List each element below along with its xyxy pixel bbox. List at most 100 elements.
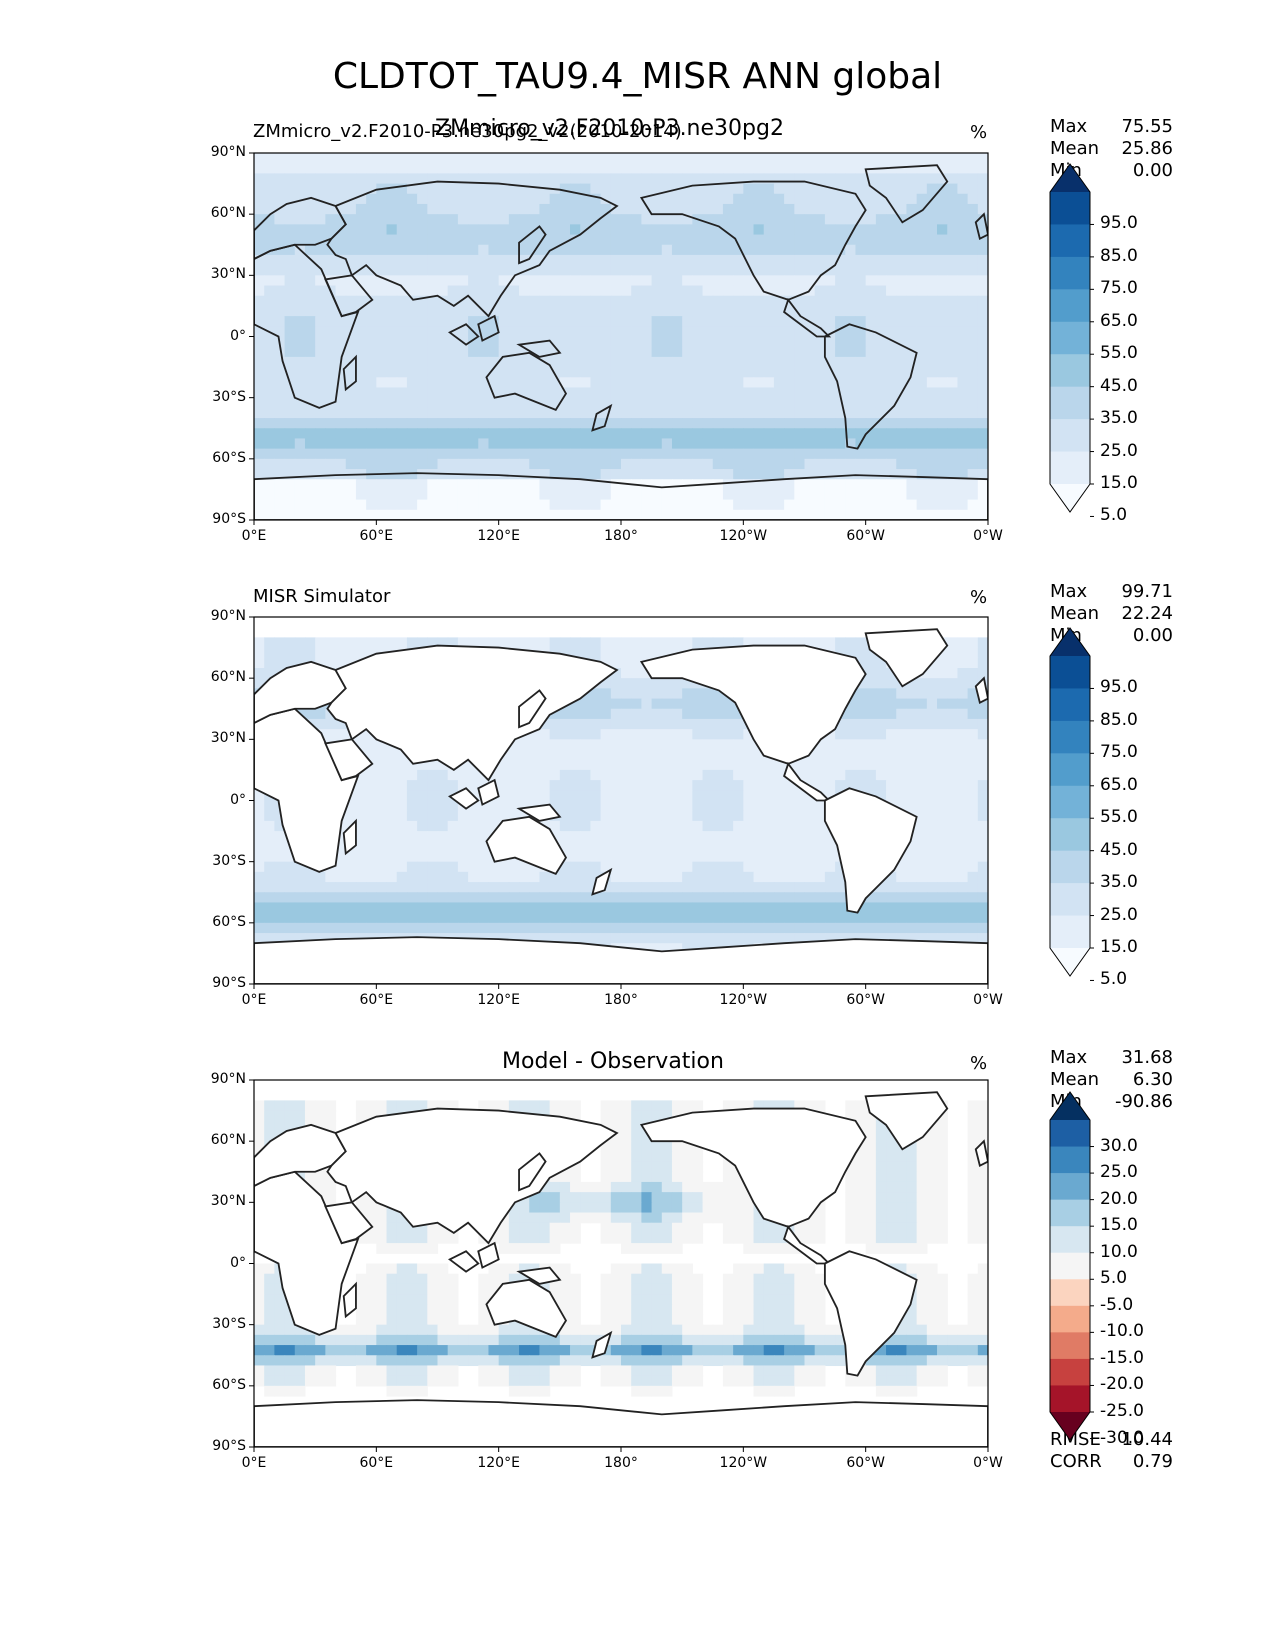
field-cell bbox=[753, 153, 765, 164]
field-cell bbox=[947, 163, 959, 174]
field-cell bbox=[437, 316, 449, 327]
field-cell bbox=[661, 841, 673, 853]
field-cell bbox=[254, 316, 265, 327]
field-cell bbox=[559, 193, 571, 205]
field-cell bbox=[835, 356, 846, 368]
field-cell bbox=[743, 448, 755, 460]
field-cell bbox=[457, 912, 469, 924]
field-cell bbox=[427, 851, 439, 863]
field-cell bbox=[835, 902, 846, 914]
field-cell bbox=[274, 912, 286, 924]
field-cell bbox=[366, 305, 377, 317]
field-cell bbox=[549, 407, 561, 419]
field-cell bbox=[722, 718, 734, 730]
field-cell bbox=[600, 295, 612, 307]
field-cell bbox=[366, 882, 377, 893]
field-cell bbox=[335, 729, 347, 740]
field-cell bbox=[794, 448, 806, 460]
field-cell bbox=[661, 820, 673, 832]
field-cell bbox=[855, 377, 867, 389]
field-cell bbox=[559, 637, 571, 649]
field-cell bbox=[886, 912, 897, 924]
field-cell bbox=[508, 902, 520, 914]
field-cell bbox=[651, 305, 663, 317]
field-cell bbox=[824, 499, 836, 511]
field-cell bbox=[865, 698, 877, 710]
field-cell bbox=[335, 214, 347, 225]
field-cell bbox=[478, 367, 490, 378]
field-cell bbox=[366, 871, 377, 883]
field-cell bbox=[671, 173, 683, 185]
field-cell bbox=[671, 418, 683, 429]
field-cell bbox=[926, 933, 938, 944]
field-cell bbox=[366, 902, 377, 914]
field-cell bbox=[896, 749, 908, 761]
field-cell bbox=[835, 749, 846, 761]
field-cell bbox=[977, 234, 988, 246]
field-cell bbox=[896, 708, 908, 720]
field-cell bbox=[794, 851, 806, 863]
field-cell bbox=[926, 214, 938, 225]
field-cell bbox=[784, 244, 795, 256]
field-cell bbox=[682, 882, 693, 893]
field-cell bbox=[702, 882, 714, 893]
field-cell bbox=[733, 902, 744, 914]
field-cell bbox=[824, 933, 836, 944]
colorbar-segment bbox=[1050, 289, 1090, 323]
field-cell bbox=[529, 214, 541, 225]
field-cell bbox=[284, 647, 296, 659]
field-cell bbox=[457, 902, 469, 914]
field-cell bbox=[447, 479, 459, 491]
field-cell bbox=[427, 882, 439, 893]
field-cell bbox=[845, 708, 857, 720]
field-cell bbox=[804, 820, 816, 832]
field-cell bbox=[977, 861, 988, 873]
field-cell bbox=[865, 489, 877, 501]
field-cell bbox=[457, 316, 469, 327]
field-cell bbox=[590, 871, 602, 883]
field-cell bbox=[957, 831, 969, 842]
field-cell bbox=[712, 224, 724, 236]
field-cell bbox=[488, 448, 500, 460]
field-cell bbox=[651, 326, 663, 338]
field-cell bbox=[743, 851, 755, 863]
field-cell bbox=[417, 153, 428, 164]
field-cell bbox=[926, 831, 938, 842]
field-cell bbox=[600, 438, 612, 450]
field-cell bbox=[651, 820, 663, 832]
field-cell bbox=[692, 387, 704, 399]
field-cell bbox=[794, 173, 806, 185]
field-cell bbox=[957, 428, 969, 440]
field-cell bbox=[468, 377, 479, 389]
field-cell bbox=[386, 759, 398, 771]
field-cell bbox=[488, 275, 500, 287]
field-cell bbox=[427, 275, 439, 287]
field-cell bbox=[386, 214, 398, 225]
field-cell bbox=[570, 305, 581, 317]
field-cell bbox=[763, 397, 775, 409]
field-cell bbox=[896, 326, 908, 338]
panel-3-stat-mean: 6.30 bbox=[1132, 1069, 1173, 1090]
field-cell bbox=[763, 163, 775, 174]
field-cell bbox=[641, 678, 653, 689]
field-cell bbox=[804, 509, 816, 520]
field-cell bbox=[937, 871, 948, 883]
field-cell bbox=[254, 193, 265, 205]
field-cell bbox=[498, 637, 510, 649]
colorbar-tick-label: -15.0 bbox=[1100, 1347, 1144, 1368]
field-cell bbox=[366, 800, 377, 812]
field-cell bbox=[712, 509, 724, 520]
field-cell bbox=[967, 831, 979, 842]
field-cell bbox=[753, 163, 765, 174]
field-cell bbox=[294, 922, 306, 934]
field-cell bbox=[570, 769, 581, 781]
field-cell bbox=[335, 173, 347, 185]
field-cell bbox=[498, 902, 510, 914]
field-cell bbox=[355, 356, 367, 368]
field-cell bbox=[784, 173, 795, 185]
field-cell bbox=[437, 820, 449, 832]
field-cell bbox=[916, 458, 928, 470]
field-cell bbox=[508, 871, 520, 883]
field-cell bbox=[345, 871, 357, 883]
field-cell bbox=[733, 428, 744, 440]
